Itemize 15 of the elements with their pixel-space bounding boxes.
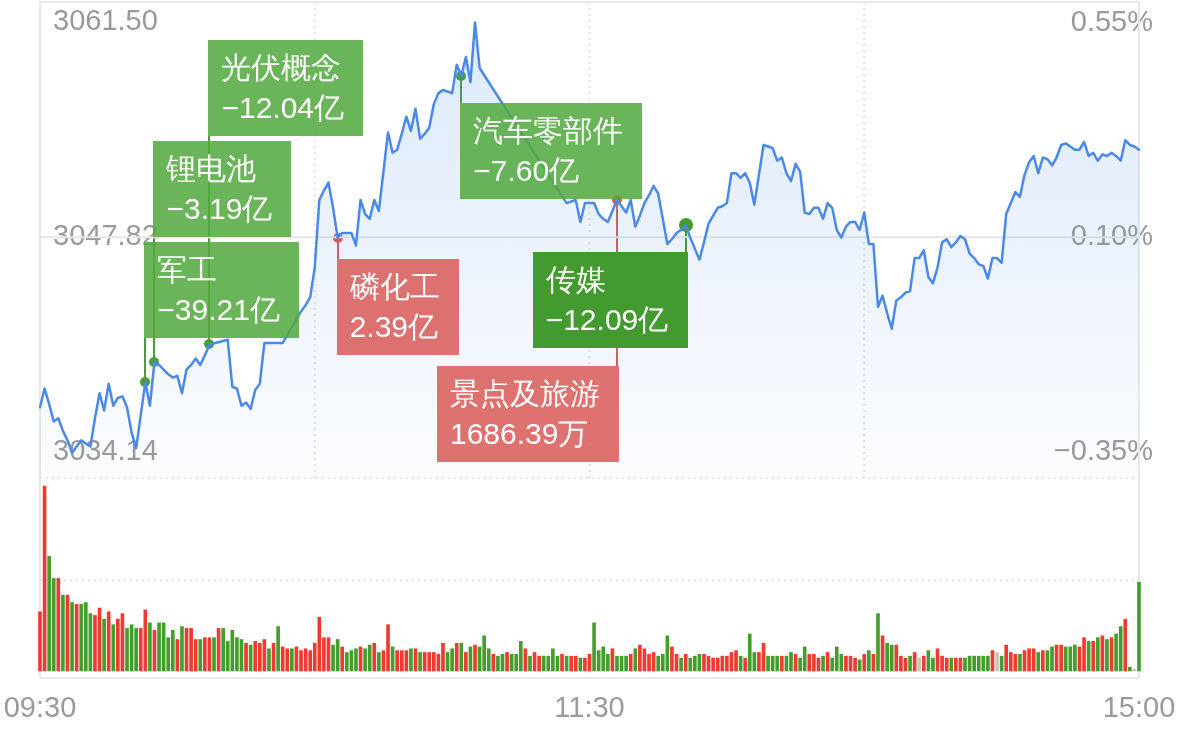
x-tick-label: 09:30 (3, 691, 77, 724)
y2-tick-label: 0.55% (1070, 4, 1153, 37)
x-tick-label: 11:30 (554, 691, 625, 724)
annotation: 景点及旅游 1686.39万 (436, 365, 619, 462)
annotation: 汽车零部件 −7.60亿 (460, 102, 643, 199)
y-tick-label: 3061.50 (53, 4, 158, 37)
y2-tick-label: 0.10% (1070, 219, 1153, 252)
y2-tick-label: −0.35% (1053, 434, 1153, 467)
x-tick-label: 15:00 (1102, 691, 1176, 724)
annotation: 磷化工 2.39亿 (336, 258, 459, 355)
annotation: 传媒 −12.09亿 (532, 252, 688, 349)
annotation: 光伏概念 −12.04亿 (208, 40, 364, 137)
y-tick-label: 3034.14 (53, 434, 158, 467)
annotation: 锂电池 −3.19亿 (166, 151, 273, 225)
annotation: 军工 −39.21亿 (157, 253, 280, 327)
